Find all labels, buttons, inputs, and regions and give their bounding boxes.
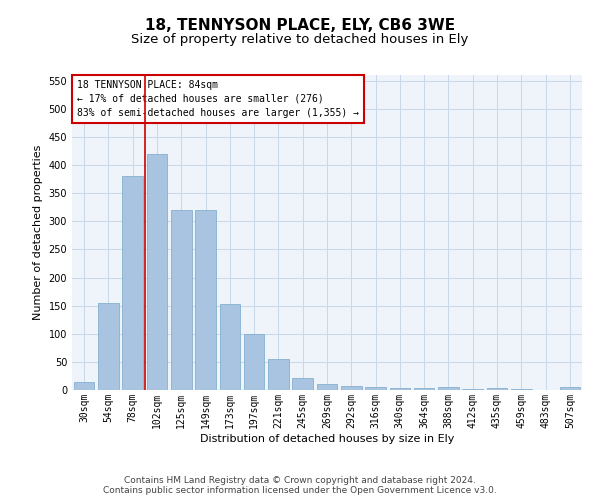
Bar [560,387,580,390]
Bar [341,386,362,390]
X-axis label: Distribution of detached houses by size in Ely: Distribution of detached houses by size … [200,434,454,444]
Bar [195,210,216,390]
Bar [438,387,459,390]
Bar [414,388,434,390]
Bar [171,210,191,390]
Bar [146,154,167,390]
Bar [317,384,337,390]
Bar [122,176,143,390]
Bar [74,382,94,390]
Text: 18, TENNYSON PLACE, ELY, CB6 3WE: 18, TENNYSON PLACE, ELY, CB6 3WE [145,18,455,32]
Bar [292,378,313,390]
Text: Size of property relative to detached houses in Ely: Size of property relative to detached ho… [131,32,469,46]
Bar [220,304,240,390]
Bar [244,334,265,390]
Bar [389,388,410,390]
Y-axis label: Number of detached properties: Number of detached properties [33,145,43,320]
Bar [98,303,119,390]
Bar [268,359,289,390]
Bar [487,388,508,390]
Text: Contains HM Land Registry data © Crown copyright and database right 2024.
Contai: Contains HM Land Registry data © Crown c… [103,476,497,495]
Text: 18 TENNYSON PLACE: 84sqm
← 17% of detached houses are smaller (276)
83% of semi-: 18 TENNYSON PLACE: 84sqm ← 17% of detach… [77,80,359,118]
Bar [365,387,386,390]
